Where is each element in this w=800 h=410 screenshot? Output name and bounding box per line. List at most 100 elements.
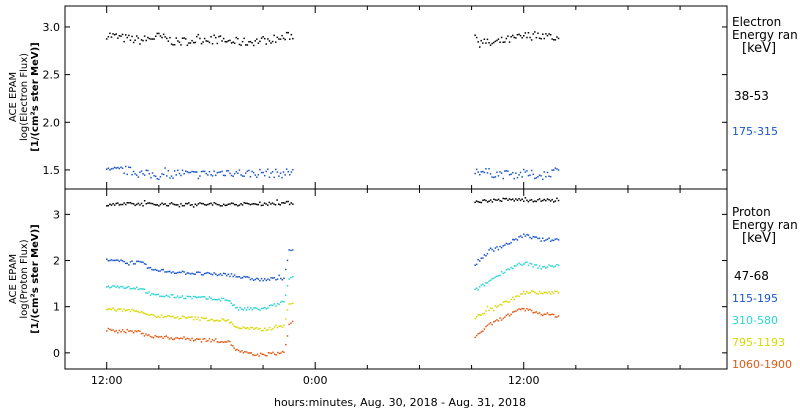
proton-point-1 <box>477 201 479 203</box>
proton-point-4 <box>280 325 282 327</box>
electron-ylabel-line-3: [1/(cm²s ster MeV)] <box>30 42 41 151</box>
electron-point-1 <box>202 41 204 43</box>
proton-point-2 <box>553 239 555 242</box>
proton-point-1 <box>164 203 166 205</box>
proton-point-5 <box>507 313 509 315</box>
electron-point-2 <box>540 175 542 177</box>
proton-point-1 <box>199 202 201 204</box>
proton-point-3 <box>189 296 192 298</box>
proton-point-2 <box>196 271 198 273</box>
proton-point-4 <box>534 291 536 294</box>
electron-point-2 <box>246 170 249 172</box>
proton-point-3 <box>227 300 230 302</box>
electron-point-1 <box>222 37 225 40</box>
proton-point-3 <box>115 286 117 289</box>
proton-point-1 <box>115 202 117 205</box>
electron-point-2 <box>507 170 509 172</box>
proton-point-3 <box>230 302 232 305</box>
proton-point-1 <box>183 204 185 207</box>
proton-point-2 <box>235 276 237 278</box>
proton-point-2 <box>554 238 557 240</box>
proton-point-5 <box>264 354 267 357</box>
proton-point-1 <box>292 203 294 205</box>
proton-point-3 <box>505 269 508 271</box>
electron-point-1 <box>513 36 515 39</box>
proton-point-5 <box>283 351 285 353</box>
proton-point-5 <box>117 332 119 334</box>
proton-point-5 <box>216 341 219 343</box>
proton-point-5 <box>159 336 161 338</box>
electron-point-1 <box>117 37 119 39</box>
proton-point-4 <box>148 314 150 317</box>
proton-point-2 <box>117 259 119 261</box>
proton-point-2 <box>215 273 217 275</box>
electron-point-1 <box>251 42 253 44</box>
proton-point-3 <box>474 288 476 290</box>
proton-point-3 <box>215 299 217 301</box>
proton-point-4 <box>170 316 172 318</box>
proton-point-1 <box>219 205 222 207</box>
proton-point-3 <box>216 299 219 301</box>
proton-point-2 <box>256 277 258 280</box>
proton-point-4 <box>117 308 119 311</box>
proton-point-5 <box>192 340 195 342</box>
proton-point-1 <box>153 203 155 206</box>
proton-point-2 <box>207 271 209 274</box>
electron-point-1 <box>178 41 181 43</box>
proton-point-5 <box>222 341 225 344</box>
electron-point-1 <box>196 35 198 38</box>
electron-legend-title-3: [keV] <box>742 41 776 56</box>
electron-point-2 <box>256 176 258 178</box>
electron-point-1 <box>235 36 237 39</box>
proton-point-3 <box>280 301 282 303</box>
electron-point-1 <box>290 33 293 36</box>
proton-point-1 <box>518 198 520 200</box>
electron-point-1 <box>256 38 258 40</box>
proton-point-5 <box>226 341 228 343</box>
proton-point-5 <box>221 340 223 343</box>
electron-point-2 <box>542 178 544 181</box>
proton-point-5 <box>205 340 207 343</box>
proton-point-4 <box>242 326 244 328</box>
proton-point-2 <box>249 278 252 281</box>
proton-point-3 <box>553 266 555 268</box>
proton-point-3 <box>218 298 220 300</box>
proton-point-1 <box>523 200 525 202</box>
electron-point-1 <box>289 38 291 40</box>
proton-point-1 <box>191 204 193 206</box>
proton-point-3 <box>157 293 160 296</box>
proton-point-5 <box>164 335 166 338</box>
proton-point-3 <box>137 288 140 291</box>
electron-legend-title-2: Energy ran <box>732 28 798 42</box>
proton-point-1 <box>545 199 547 202</box>
electron-point-1 <box>216 42 219 45</box>
proton-point-3 <box>262 307 264 309</box>
electron-point-2 <box>224 174 226 177</box>
proton-point-2 <box>213 272 215 274</box>
proton-point-4 <box>257 328 260 330</box>
electron-point-2 <box>276 171 279 173</box>
proton-point-5 <box>272 351 274 354</box>
proton-point-5 <box>202 338 204 340</box>
proton-point-3 <box>136 286 138 289</box>
proton-point-2 <box>288 249 290 251</box>
proton-point-2 <box>504 244 506 246</box>
electron-point-2 <box>538 174 541 176</box>
electron-point-2 <box>211 175 214 177</box>
electron-point-2 <box>265 170 267 173</box>
proton-point-4 <box>523 290 525 293</box>
proton-point-5 <box>500 319 503 321</box>
electron-point-1 <box>518 33 520 36</box>
proton-point-3 <box>254 307 257 309</box>
electron-panel-frame <box>64 5 728 190</box>
proton-point-2 <box>203 272 206 275</box>
proton-point-4 <box>542 292 544 295</box>
electron-point-2 <box>493 176 495 179</box>
proton-y-axis: 3 2 1 0 <box>53 208 727 360</box>
proton-point-2 <box>546 238 549 241</box>
proton-point-5 <box>253 354 256 357</box>
electron-point-1 <box>226 41 228 43</box>
proton-point-1 <box>482 199 484 202</box>
proton-point-4 <box>236 326 238 328</box>
proton-point-4 <box>288 303 290 305</box>
